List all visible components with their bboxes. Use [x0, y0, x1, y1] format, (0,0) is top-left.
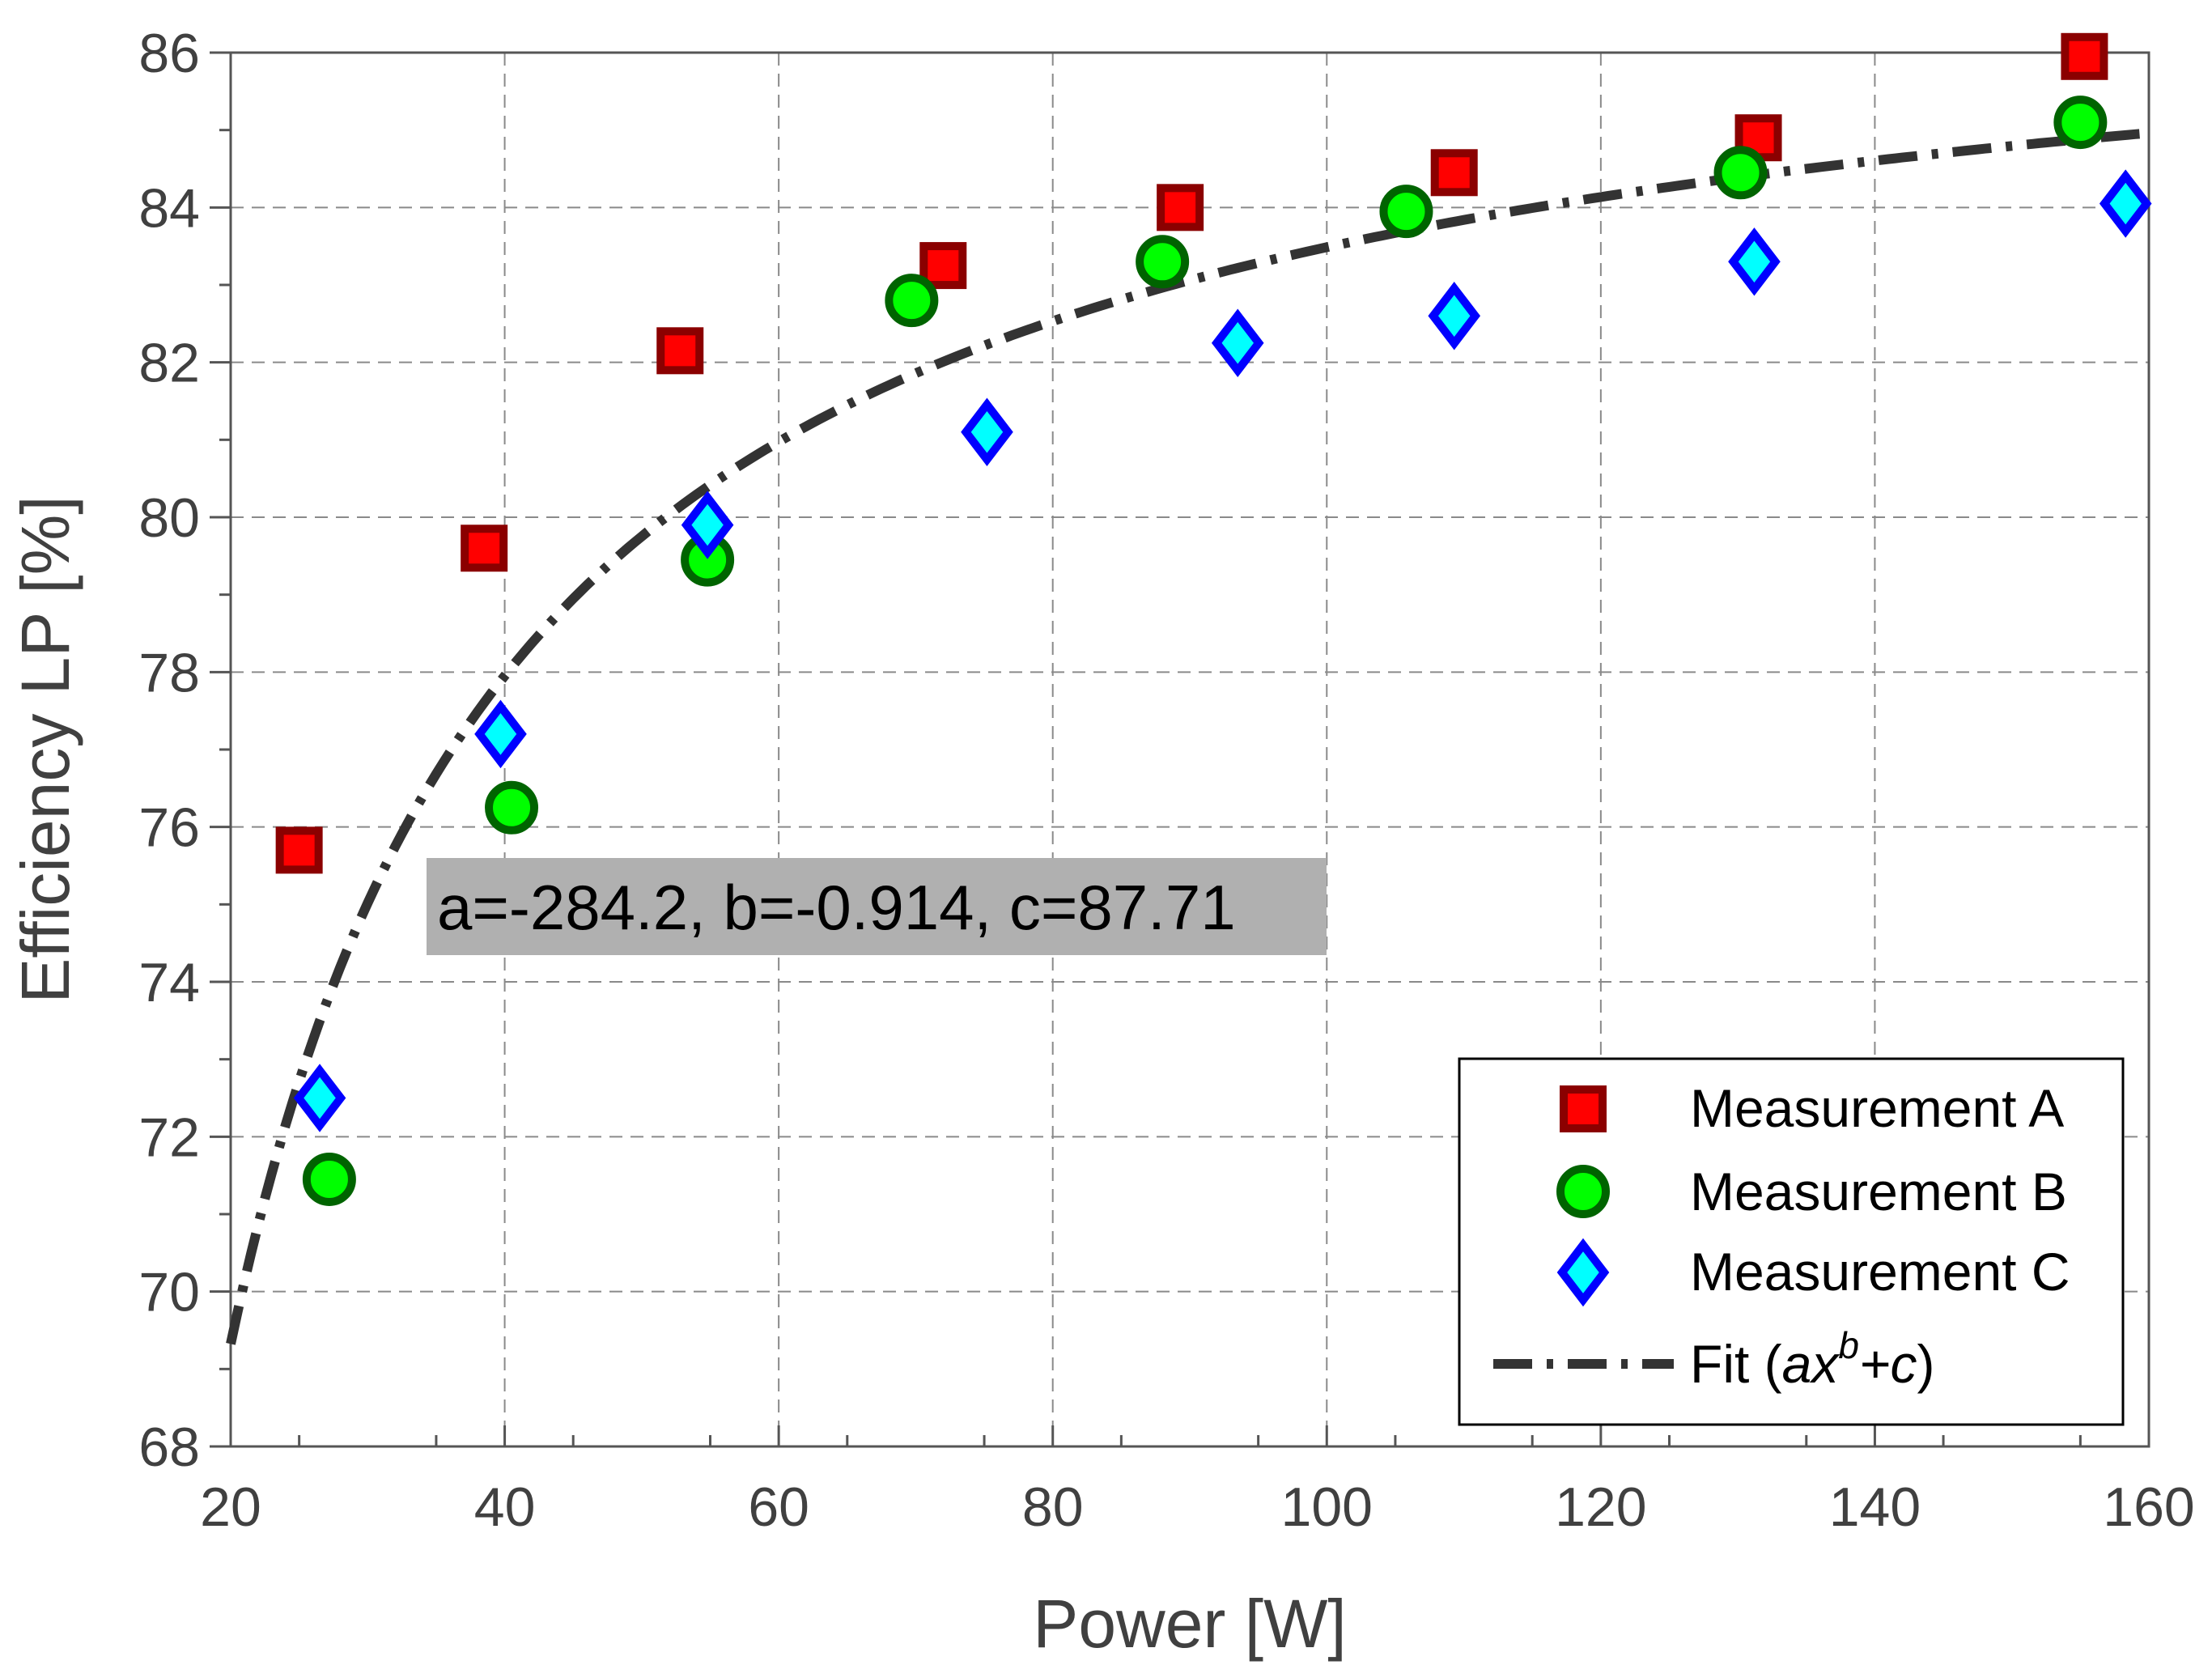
- measurement-a-point: [919, 242, 967, 290]
- fit-label-prefix: Fit (: [1690, 1334, 1782, 1394]
- measurement-a-point: [461, 525, 508, 572]
- y-tick-label: 68: [138, 1417, 200, 1478]
- x-tick-label: 80: [1022, 1476, 1084, 1538]
- fit-label-plus-c: +c: [1859, 1334, 1917, 1394]
- legend-label-measurement-a: Measurement A: [1690, 1078, 2064, 1138]
- legend-marker-diamond: [1556, 1238, 1610, 1307]
- measurement-c-point: [2099, 169, 2152, 238]
- y-tick-label: 74: [138, 952, 200, 1013]
- measurement-b-point: [885, 274, 939, 328]
- legend-label-measurement-b: Measurement B: [1690, 1162, 2067, 1221]
- fit-label-exponent: b: [1838, 1324, 1859, 1366]
- measurement-a-point: [275, 826, 323, 874]
- measurement-c-point: [474, 699, 527, 769]
- x-tick-labels: 20 40 60 80 100 120 140 160: [200, 1476, 2195, 1538]
- measurement-a-point: [1430, 149, 1478, 197]
- legend: Measurement A Measurement B Measurement …: [1458, 1057, 2125, 1426]
- legend-marker-square: [1560, 1085, 1607, 1132]
- measurement-c-point: [1211, 308, 1264, 377]
- measurement-b-point: [1136, 235, 1190, 289]
- measurement-b-point: [485, 780, 539, 835]
- measurement-c-point: [293, 1064, 346, 1132]
- legend-label-fit: Fit (axb+c): [1690, 1324, 1934, 1394]
- y-tick-label: 78: [138, 642, 200, 703]
- measurement-a-point: [1157, 184, 1204, 231]
- y-tick-label: 82: [138, 333, 200, 394]
- legend-marker-circle: [1556, 1165, 1610, 1218]
- data-points: [275, 32, 2152, 1206]
- y-tick-label: 84: [138, 177, 200, 239]
- legend-markers: [1556, 1085, 1610, 1307]
- y-tick-label: 76: [138, 797, 200, 859]
- y-tick-label: 86: [138, 23, 200, 84]
- measurement-c-point: [1728, 227, 1781, 296]
- x-tick-label: 140: [1829, 1476, 1921, 1538]
- fit-label-suffix: ): [1917, 1334, 1935, 1394]
- fit-parameters-annotation: a=-284.2, b=-0.914, c=87.71: [437, 872, 1236, 943]
- x-tick-label: 40: [474, 1476, 536, 1538]
- measurement-b-point: [302, 1152, 356, 1206]
- fit-label-ax: ax: [1782, 1334, 1841, 1394]
- y-tick-label: 72: [138, 1106, 200, 1168]
- measurement-a-point: [2061, 32, 2108, 80]
- x-axis-title: Power [W]: [1033, 1586, 1346, 1662]
- measurement-b-point: [1713, 146, 1768, 200]
- measurement-b-point: [2053, 96, 2108, 150]
- x-tick-label: 100: [1281, 1476, 1373, 1538]
- x-tick-label: 20: [200, 1476, 261, 1538]
- fit-curve: [226, 128, 2150, 1345]
- y-tick-label: 80: [138, 487, 200, 549]
- measurement-c-point: [681, 491, 734, 559]
- measurement-c-point: [1428, 282, 1481, 350]
- x-tick-label: 120: [1555, 1476, 1646, 1538]
- measurement-b-point: [1379, 185, 1433, 239]
- x-tick-label: 160: [2103, 1476, 2194, 1538]
- y-tick-label: 70: [138, 1262, 200, 1323]
- measurement-c-point: [961, 397, 1013, 466]
- y-tick-labels: 68 70 72 74 76 78 80 82 84 86: [138, 23, 200, 1478]
- legend-label-measurement-c: Measurement C: [1690, 1242, 2070, 1302]
- axis-ticks: [210, 51, 2150, 1448]
- y-axis-title: Efficiency LP [%]: [7, 495, 83, 1003]
- annotation-box: [427, 858, 1327, 955]
- measurement-a-point: [656, 327, 704, 375]
- x-tick-label: 60: [748, 1476, 809, 1538]
